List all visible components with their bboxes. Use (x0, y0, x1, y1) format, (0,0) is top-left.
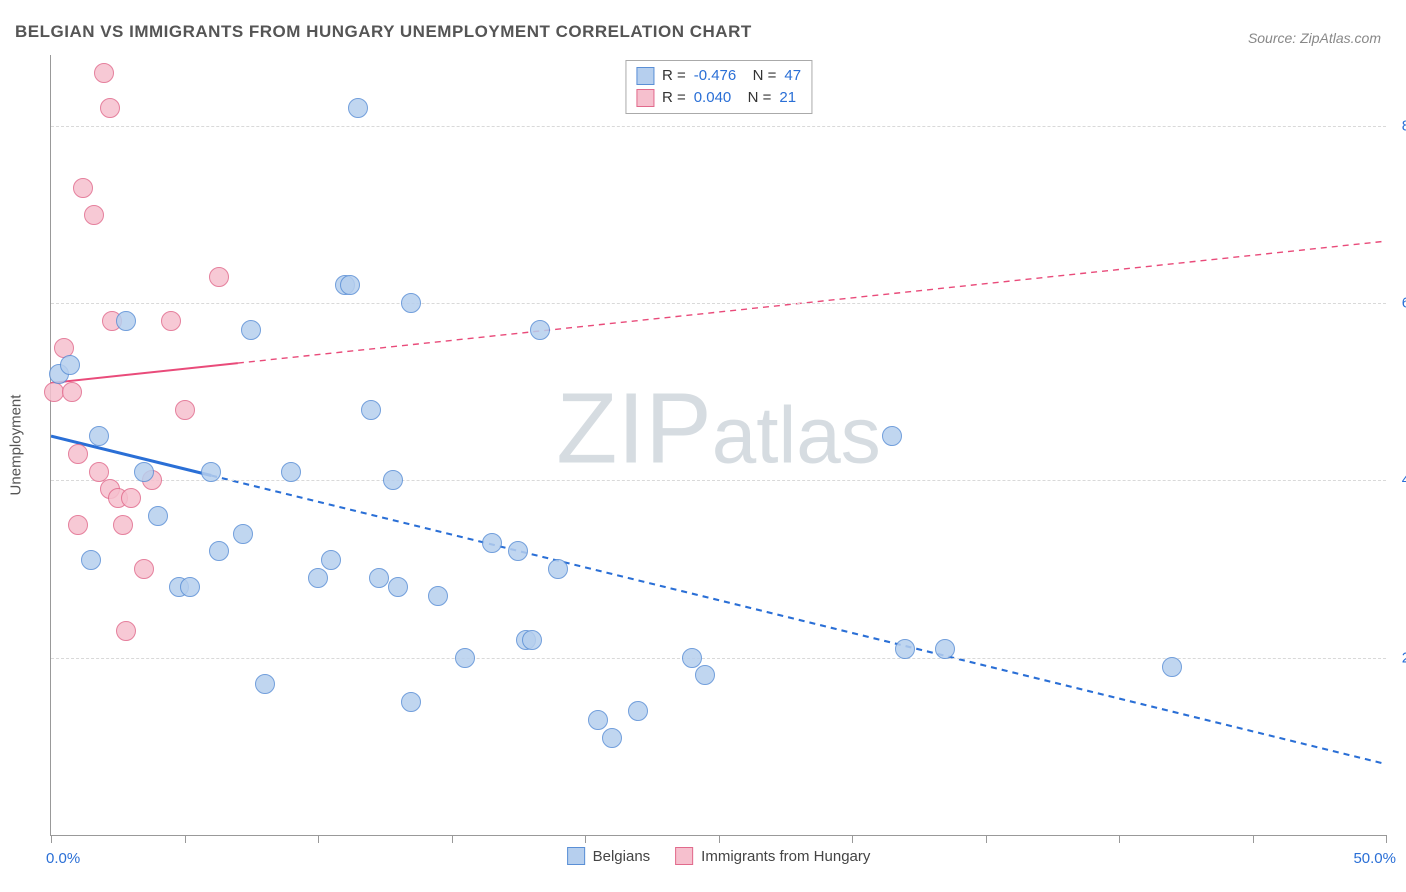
n-value-hungary: 21 (779, 87, 796, 109)
swatch-belgians-bottom (567, 847, 585, 865)
data-point-belgians (401, 692, 421, 712)
data-point-hungary (175, 400, 195, 420)
data-point-belgians (281, 462, 301, 482)
y-tick-label: 6.0% (1391, 295, 1406, 312)
legend-item-hungary: Immigrants from Hungary (675, 847, 870, 865)
data-point-belgians (148, 506, 168, 526)
data-point-belgians (522, 630, 542, 650)
x-tick (585, 835, 586, 843)
data-point-belgians (340, 275, 360, 295)
data-point-hungary (73, 178, 93, 198)
x-tick (1119, 835, 1120, 843)
data-point-belgians (308, 568, 328, 588)
stats-row-belgians: R = -0.476 N = 47 (636, 65, 801, 87)
data-point-belgians (383, 470, 403, 490)
data-point-belgians (209, 541, 229, 561)
data-point-belgians (508, 541, 528, 561)
y-tick-label: 8.0% (1391, 117, 1406, 134)
data-point-belgians (682, 648, 702, 668)
x-tick (986, 835, 987, 843)
data-point-belgians (1162, 657, 1182, 677)
bottom-legend: Belgians Immigrants from Hungary (567, 847, 871, 865)
x-tick (51, 835, 52, 843)
swatch-hungary (636, 89, 654, 107)
data-point-belgians (180, 577, 200, 597)
data-point-belgians (935, 639, 955, 659)
data-point-belgians (548, 559, 568, 579)
data-point-belgians (255, 674, 275, 694)
x-tick (852, 835, 853, 843)
gridline (51, 480, 1386, 481)
data-point-hungary (68, 444, 88, 464)
data-point-belgians (348, 98, 368, 118)
data-point-belgians (361, 400, 381, 420)
data-point-belgians (321, 550, 341, 570)
data-point-belgians (455, 648, 475, 668)
watermark: ZIPatlas (556, 372, 881, 487)
data-point-belgians (882, 426, 902, 446)
data-point-hungary (116, 621, 136, 641)
stats-row-hungary: R = 0.040 N = 21 (636, 87, 801, 109)
data-point-hungary (209, 267, 229, 287)
data-point-hungary (121, 488, 141, 508)
trend-lines (51, 55, 1386, 835)
y-tick-label: 4.0% (1391, 472, 1406, 489)
data-point-hungary (44, 382, 64, 402)
data-point-belgians (89, 426, 109, 446)
r-value-belgians: -0.476 (694, 65, 737, 87)
gridline (51, 658, 1386, 659)
x-axis-min-label: 0.0% (46, 850, 80, 867)
r-value-hungary: 0.040 (694, 87, 732, 109)
data-point-belgians (116, 311, 136, 331)
data-point-belgians (388, 577, 408, 597)
x-axis-max-label: 50.0% (1353, 850, 1396, 867)
data-point-hungary (62, 382, 82, 402)
data-point-hungary (84, 205, 104, 225)
x-tick (1386, 835, 1387, 843)
data-point-belgians (530, 320, 550, 340)
data-point-belgians (895, 639, 915, 659)
legend-label-hungary: Immigrants from Hungary (701, 848, 870, 865)
data-point-hungary (68, 515, 88, 535)
data-point-hungary (134, 559, 154, 579)
data-point-belgians (81, 550, 101, 570)
data-point-belgians (60, 355, 80, 375)
gridline (51, 303, 1386, 304)
plot-area: Unemployment ZIPatlas R = -0.476 N = 47 … (50, 55, 1386, 836)
chart-title: BELGIAN VS IMMIGRANTS FROM HUNGARY UNEMP… (15, 22, 752, 42)
legend-item-belgians: Belgians (567, 847, 651, 865)
data-point-belgians (369, 568, 389, 588)
x-tick (719, 835, 720, 843)
data-point-belgians (401, 293, 421, 313)
data-point-hungary (161, 311, 181, 331)
swatch-hungary-bottom (675, 847, 693, 865)
data-point-belgians (201, 462, 221, 482)
source-attribution: Source: ZipAtlas.com (1248, 30, 1381, 46)
data-point-hungary (94, 63, 114, 83)
data-point-belgians (588, 710, 608, 730)
data-point-belgians (482, 533, 502, 553)
data-point-belgians (233, 524, 253, 544)
data-point-belgians (695, 665, 715, 685)
x-tick (318, 835, 319, 843)
x-tick (1253, 835, 1254, 843)
data-point-belgians (428, 586, 448, 606)
y-axis-label: Unemployment (8, 395, 25, 496)
gridline (51, 126, 1386, 127)
data-point-hungary (100, 98, 120, 118)
data-point-belgians (628, 701, 648, 721)
data-point-belgians (134, 462, 154, 482)
n-value-belgians: 47 (784, 65, 801, 87)
y-tick-label: 2.0% (1391, 649, 1406, 666)
data-point-belgians (241, 320, 261, 340)
x-tick (452, 835, 453, 843)
data-point-belgians (602, 728, 622, 748)
stats-legend-box: R = -0.476 N = 47 R = 0.040 N = 21 (625, 60, 812, 114)
swatch-belgians (636, 67, 654, 85)
data-point-hungary (113, 515, 133, 535)
data-point-hungary (89, 462, 109, 482)
x-tick (185, 835, 186, 843)
legend-label-belgians: Belgians (593, 848, 651, 865)
